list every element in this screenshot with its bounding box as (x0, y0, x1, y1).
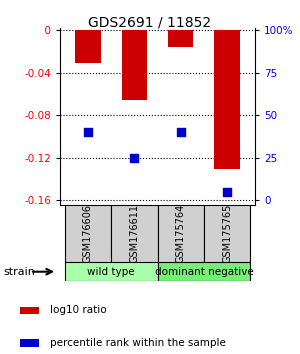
Text: GSM176611: GSM176611 (129, 204, 139, 263)
Bar (168, 30, 194, 47)
Bar (20, 307, 39, 314)
Bar (214, 30, 240, 169)
Text: log10 ratio: log10 ratio (50, 305, 107, 315)
Bar (204, 205, 250, 262)
Bar (111, 205, 158, 262)
Bar (64, 262, 158, 281)
Point (85, 129, 90, 135)
Text: percentile rank within the sample: percentile rank within the sample (50, 338, 226, 348)
Text: GSM175764: GSM175764 (176, 204, 186, 263)
Text: dominant negative: dominant negative (154, 267, 253, 277)
Bar (168, 30, 194, 47)
Text: strain: strain (3, 267, 35, 277)
Bar (214, 30, 240, 169)
Bar (158, 262, 250, 281)
Bar (75, 30, 100, 63)
Point (225, 189, 230, 194)
Bar (75, 30, 100, 63)
Point (178, 129, 183, 135)
Bar (122, 30, 147, 101)
Bar (122, 30, 147, 101)
Bar (158, 205, 204, 262)
Bar (64, 205, 111, 262)
Bar (20, 339, 39, 347)
Text: wild type: wild type (87, 267, 135, 277)
Point (132, 155, 137, 160)
Text: GSM175765: GSM175765 (222, 204, 232, 263)
Text: GSM176606: GSM176606 (83, 204, 93, 263)
Text: GDS2691 / 11852: GDS2691 / 11852 (88, 16, 212, 30)
